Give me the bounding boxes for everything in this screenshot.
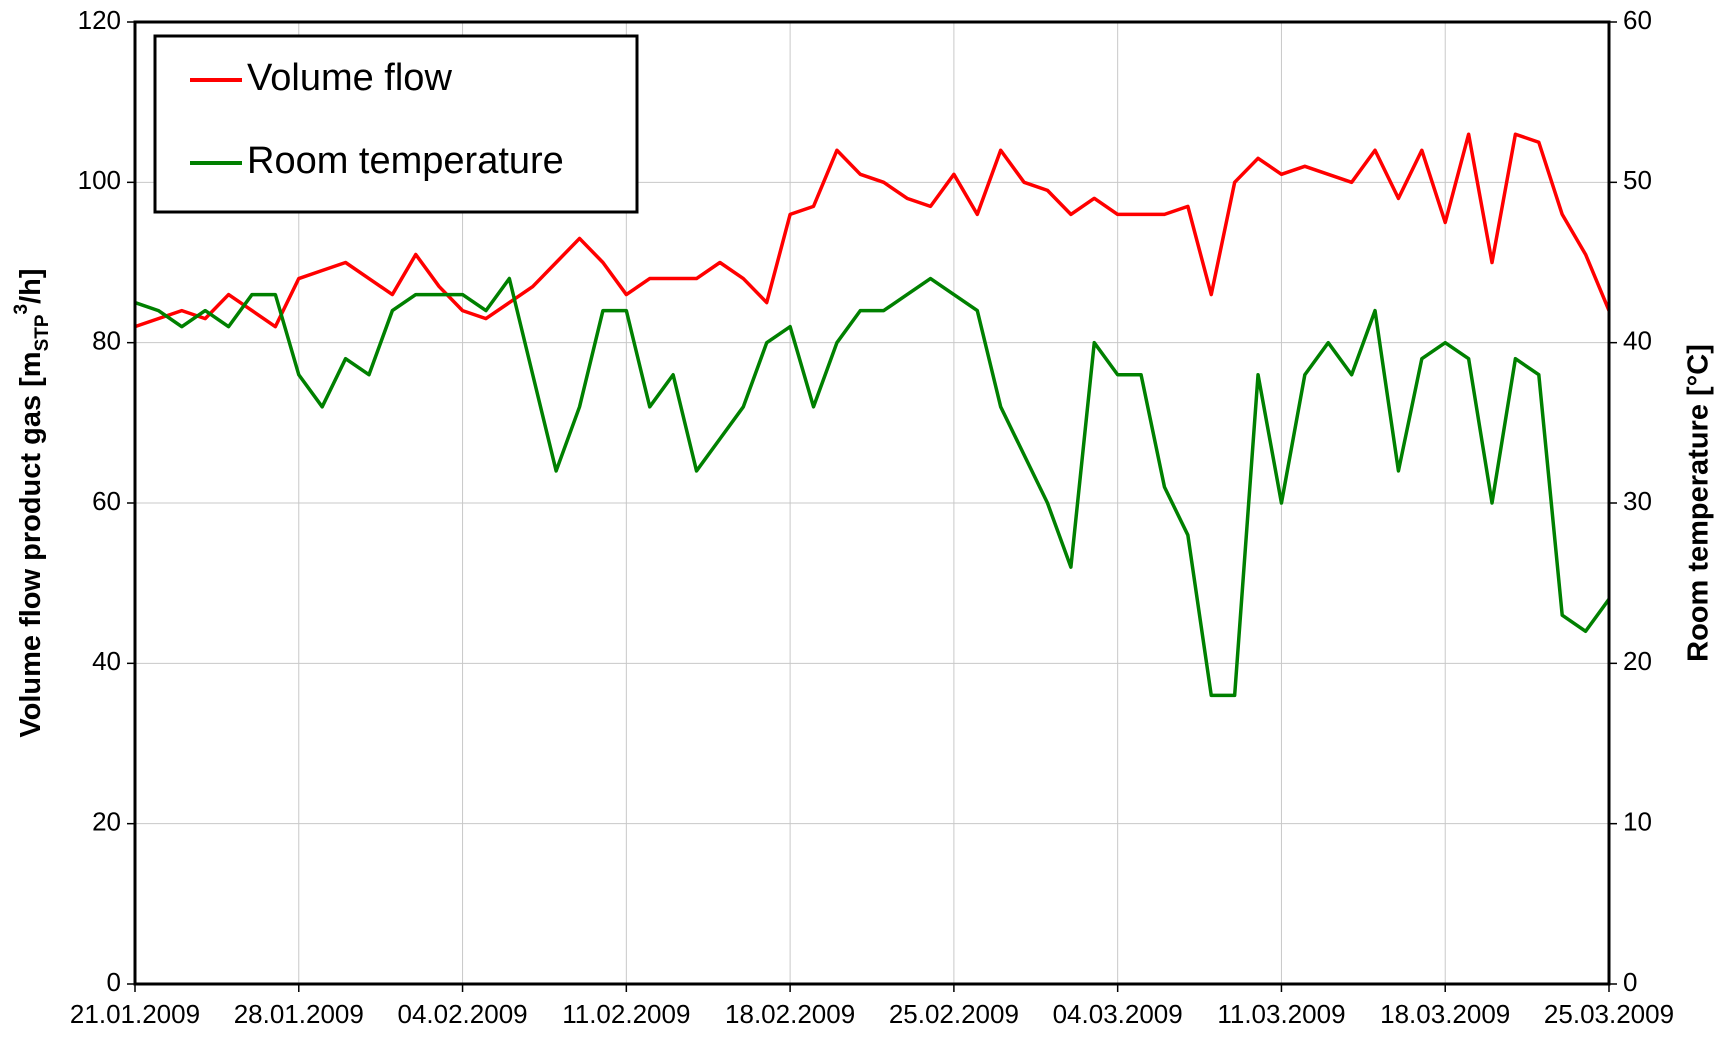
y-tick-label: 40	[92, 646, 121, 676]
plot-frame	[133, 20, 1611, 986]
y2-tick-label: 30	[1623, 486, 1652, 516]
y-label-part: /h]	[15, 268, 47, 303]
legend: Volume flow Room temperature	[153, 34, 639, 214]
y-label-part: Volume flow product gas [m	[15, 351, 47, 737]
y-tick-label: 120	[78, 5, 121, 35]
x-tick-label: 11.03.2009	[1217, 999, 1345, 1029]
y2-tick-label: 40	[1623, 326, 1652, 356]
line-series	[134, 276, 1611, 698]
x-tick-label: 18.02.2009	[725, 999, 855, 1029]
y-tick-label: 100	[78, 165, 121, 195]
y-label-sup: 3	[11, 304, 32, 315]
x-tick-label: 18.03.2009	[1380, 999, 1510, 1029]
line-series	[134, 132, 1611, 329]
y2-axis-label: Room temperature [°C]	[1683, 344, 1715, 662]
y-tick-label: 60	[92, 486, 121, 516]
y-tick-label: 20	[92, 807, 121, 837]
y-tick-label: 80	[92, 326, 121, 356]
legend-label: Volume flow	[247, 57, 452, 99]
legend-label: Room temperature	[247, 140, 564, 182]
y2-tick-label: 50	[1623, 165, 1652, 195]
x-tick-label: 25.03.2009	[1544, 999, 1674, 1029]
x-tick-label: 11.02.2009	[562, 999, 690, 1029]
y-tick-label: 0	[107, 967, 121, 997]
x-tick-label: 04.03.2009	[1053, 999, 1183, 1029]
y-label-sub: STP	[32, 314, 53, 351]
y2-tick-label: 20	[1623, 646, 1652, 676]
x-tick-label: 28.01.2009	[234, 999, 364, 1029]
y-axis-label: Volume flow product gas [mSTP3/h]	[11, 268, 53, 737]
x-tick-label: 04.02.2009	[397, 999, 527, 1029]
x-tick-label: 25.02.2009	[889, 999, 1019, 1029]
x-tick-label: 21.01.2009	[70, 999, 200, 1029]
y2-tick-label: 0	[1623, 967, 1637, 997]
y2-tick-label: 10	[1623, 807, 1652, 837]
y2-tick-label: 60	[1623, 5, 1652, 35]
legend-box	[153, 34, 639, 214]
